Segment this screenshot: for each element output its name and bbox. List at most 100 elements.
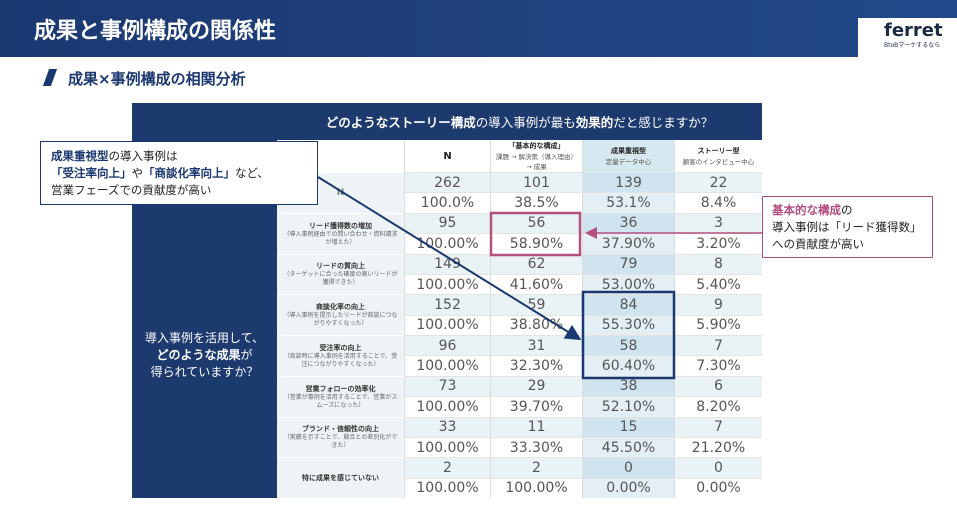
text-segment: 基本的な構成 [772, 203, 841, 217]
text-segment: どのようなストーリー構成 [325, 115, 476, 130]
subtitle: 成果×事例構成の相関分析 [68, 70, 246, 88]
callout-line: への貢献度が高い [772, 236, 923, 253]
table-cell: 5.40% [674, 273, 762, 295]
row-label: リード獲得数の増加 （導入事例経由での問い合わせ・資料請求が増えた） [277, 212, 404, 254]
table-cell: 100.00% [404, 436, 490, 458]
table-cell: 22 [674, 172, 762, 193]
table-cell: 84 [582, 294, 674, 315]
table-cell: 100.00% [404, 477, 490, 498]
row-title: 商談化率の向上 [316, 303, 365, 312]
text-segment: の [841, 203, 853, 217]
row-title: 特に成果を感じていない [302, 474, 379, 483]
table-cell: 31 [490, 335, 582, 356]
table-cell: 33.30% [490, 436, 582, 458]
column-sub: 課題 → 解決策（導入理由）→ 成果 [495, 153, 578, 171]
callout: 基本的な構成の 導入事例は「リード獲得数」 への貢献度が高い [762, 196, 933, 258]
table-cell: 8.4% [674, 192, 762, 213]
text-segment: が [240, 348, 253, 362]
table-cell: 101 [490, 172, 582, 193]
table-cell: 53.00% [582, 273, 674, 295]
table-cell: 96 [404, 335, 490, 356]
table-cell: 38.5% [490, 192, 582, 213]
text-segment: 導入事例は「リード獲得数」 [772, 220, 922, 234]
text-segment: 営業フェーズでの貢献度が高い [51, 183, 212, 197]
side-label: 導入事例を活用して、 どのような成果が 得られていますか？ [132, 330, 277, 381]
highlight-box [581, 290, 676, 380]
text-segment: 「商談化率向上」 [143, 166, 235, 180]
column-header: ストーリー型顧客のインタビュー中心 [674, 140, 762, 172]
row-title: ブランド・信頼性の向上 [302, 425, 379, 434]
table-cell: 100.00% [404, 233, 490, 254]
table-cell: 0.00% [582, 477, 674, 498]
table-cell: 15 [582, 416, 674, 437]
table-cell: 100.00% [404, 355, 490, 376]
row-title: リード獲得数の増加 [309, 221, 372, 230]
column-sub: 顧客のインタビュー中心 [682, 158, 755, 166]
text-segment: 得られていますか？ [150, 365, 259, 379]
logo-tagline: BtoBマーケするなら [884, 42, 941, 49]
text-segment: の導入事例が最も [475, 115, 576, 130]
table-cell: 11 [490, 416, 582, 437]
table-cell: 95 [404, 212, 490, 234]
table-cell: 100.00% [490, 477, 582, 498]
row-label: 営業フォローの効率化 （営業が事例を活用することで、営業がスムーズになった） [277, 375, 404, 417]
table-cell: 0 [582, 457, 674, 478]
text-segment: への貢献度が高い [772, 237, 864, 251]
column-header: N [404, 140, 490, 172]
column-title: ストーリー型 [697, 147, 740, 155]
table-cell: 58.90% [490, 233, 582, 254]
text-segment: 効果的 [575, 115, 614, 130]
callout-line: 営業フェーズでの貢献度が高い [51, 182, 307, 199]
side-label-line: 得られていますか？ [132, 364, 277, 381]
table-cell: 152 [404, 294, 490, 315]
arrow [317, 176, 582, 341]
table-cell: 73 [404, 375, 490, 397]
row-title: 受注率の向上 [319, 343, 362, 352]
table-cell: 21.20% [674, 436, 762, 458]
table-cell: 79 [582, 253, 674, 274]
table-cell: 262 [404, 172, 490, 193]
table-cell: 3 [674, 212, 762, 234]
table-cell: 52.10% [582, 396, 674, 417]
text-segment: だと感じますか？ [613, 115, 714, 130]
row-label: ブランド・信頼性の向上 （実績を示すことで、競合との差別化ができた） [277, 416, 404, 458]
row-note: （ターゲットに合った確度の高いリードが獲得できた） [283, 271, 398, 287]
table-cell: 58 [582, 335, 674, 356]
column-header: 「基本的な構成」課題 → 解決策（導入理由）→ 成果 [490, 140, 582, 172]
table-cell: 7 [674, 416, 762, 437]
table-cell: 45.50% [582, 436, 674, 458]
row-title: N [336, 187, 345, 198]
question-bar [277, 103, 762, 140]
table-cell: 41.60% [490, 273, 582, 295]
table-cell: 100.00% [404, 273, 490, 295]
callout-line: 基本的な構成の [772, 202, 923, 219]
row-note: （商談時に導入事例を活用することで、受注につながりやすくなった） [283, 352, 398, 368]
row-label: 商談化率の向上 （導入事例を提示したリードが商談につながりやすくなった） [277, 294, 404, 335]
header-bar [0, 0, 957, 57]
table-cell: 100.00% [404, 314, 490, 335]
table-cell: 8 [674, 253, 762, 274]
table-cell: 53.1% [582, 192, 674, 213]
table-cell: 6 [674, 375, 762, 397]
table-cell: 2 [404, 457, 490, 478]
table-cell: 0.00% [674, 477, 762, 498]
table-cell: 38.80% [490, 314, 582, 335]
table-cell: 29 [490, 375, 582, 397]
row-note: （実績を示すことで、競合との差別化ができた） [283, 434, 398, 450]
column-sub: 定量データ中心 [605, 158, 652, 166]
text-segment: 導入事例を活用して、 [144, 331, 265, 345]
row-note: （営業が事例を活用することで、営業がスムーズになった） [283, 393, 398, 409]
row-note: （導入事例を提示したリードが商談につながりやすくなった） [283, 312, 398, 328]
table-cell: 7.30% [674, 355, 762, 376]
text-segment: や [131, 166, 144, 180]
table-cell: 2 [490, 457, 582, 478]
row-title: リードの質向上 [316, 262, 365, 271]
table-cell: 0 [674, 457, 762, 478]
logo: ferret BtoBマーケするなら [858, 18, 957, 58]
logo-text: ferret [884, 20, 943, 41]
side-label-line: 導入事例を活用して、 [132, 330, 277, 347]
column-title: 「基本的な構成」 [508, 142, 565, 150]
column-title: N [443, 150, 452, 162]
callout-line: 「受注率向上」や「商談化率向上」など、 [51, 165, 307, 182]
